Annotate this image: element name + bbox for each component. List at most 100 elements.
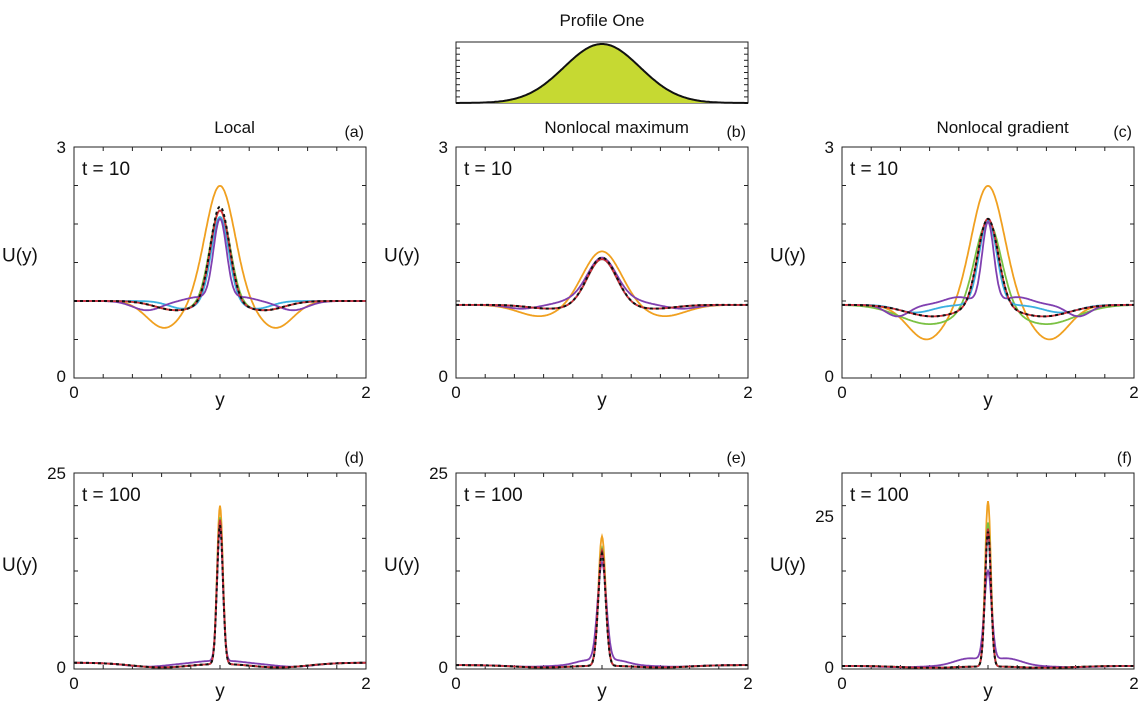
y-axis-label: U(y) [770, 555, 806, 576]
x-tick-label: 0 [837, 674, 846, 693]
series-line-black [842, 217, 1134, 318]
panel-3: 0 2 0 25 y U(y) t = 100 (d) [2, 450, 371, 702]
series-line-green [456, 545, 748, 669]
series-group [842, 184, 1134, 341]
y-tick-label: 0 [57, 658, 66, 677]
x-tick-label: 2 [1129, 674, 1138, 693]
x-tick-label: 2 [1129, 383, 1138, 402]
x-axis-label: y [215, 390, 225, 411]
panel-label: (e) [726, 450, 746, 467]
y-tick-label: 0 [825, 658, 834, 677]
y-axis-label: U(y) [2, 246, 38, 267]
series-line-black [456, 256, 748, 310]
series-line-green [74, 209, 366, 312]
panel-title: Nonlocal maximum [544, 118, 689, 137]
series-line-orange [842, 184, 1134, 341]
series-line-black [456, 550, 748, 669]
series-line-purple [74, 217, 366, 312]
series-group [842, 500, 1134, 669]
inset-profile: Profile One [455, 11, 749, 104]
series-line-cyan [456, 258, 748, 310]
y-tick-label: 3 [57, 138, 66, 157]
y-tick-label: 25 [47, 464, 66, 483]
inset-profile-curve [456, 43, 748, 104]
panel-title: Local [214, 118, 255, 137]
time-annotation: t = 100 [850, 485, 909, 506]
inset-profile-fill [456, 44, 748, 103]
time-annotation: t = 100 [82, 485, 141, 506]
x-tick-label: 0 [451, 674, 460, 693]
series-line-black [74, 205, 366, 312]
x-axis-label: y [597, 681, 607, 702]
series-line-orange [74, 184, 366, 329]
panels: 0 2 0 3 y U(y) t = 10 (a) Local 0 2 0 3 y U(y) t = 10 (b… [2, 118, 1139, 702]
y-tick-label: 3 [825, 138, 834, 157]
x-tick-label: 2 [743, 674, 752, 693]
series-line-red [456, 258, 748, 310]
x-tick-label: 0 [451, 383, 460, 402]
series-line-purple [456, 256, 748, 310]
x-tick-label: 2 [361, 383, 370, 402]
panel-0: 0 2 0 3 y U(y) t = 10 (a) Local [2, 118, 371, 411]
panel-label: (f) [1117, 450, 1132, 467]
panel-1: 0 2 0 3 y U(y) t = 10 (b) Nonlocal maximum [384, 118, 753, 411]
time-annotation: t = 100 [464, 485, 523, 506]
series-line-cyan [74, 216, 366, 310]
panel-label: (b) [726, 124, 746, 141]
series-line-purple [842, 220, 1134, 318]
panel-4: 0 2 0 25 y U(y) t = 100 (e) [384, 450, 753, 702]
series-line-purple [456, 560, 748, 668]
series-line-cyan [842, 219, 1134, 314]
inset-title: Profile One [559, 11, 644, 30]
x-axis-label: y [215, 681, 225, 702]
series-line-cyan [74, 525, 366, 669]
time-annotation: t = 10 [82, 159, 130, 180]
series-line-black [842, 531, 1134, 669]
y-tick-label: 3 [439, 138, 448, 157]
x-tick-label: 2 [743, 383, 752, 402]
series-line-purple [74, 525, 366, 668]
x-tick-label: 2 [361, 674, 370, 693]
time-annotation: t = 10 [850, 159, 898, 180]
y-tick-label: 0 [439, 367, 448, 386]
series-line-red [842, 217, 1134, 318]
y-tick-label: 25 [429, 464, 448, 483]
y-tick-label: 0 [825, 367, 834, 386]
plot-frame [841, 146, 1135, 379]
series-line-green [842, 522, 1134, 669]
x-tick-label: 0 [69, 674, 78, 693]
inset-ticks [456, 47, 748, 98]
series-group [74, 505, 366, 669]
series-line-red [74, 209, 366, 312]
panel-2: 0 2 0 3 y U(y) t = 10 (c) Nonlocal gradient [770, 118, 1139, 411]
y-tick-label: 0 [439, 658, 448, 677]
series-line-cyan [456, 550, 748, 669]
series-line-red [842, 528, 1134, 669]
series-line-purple [842, 568, 1134, 669]
x-axis-label: y [983, 681, 993, 702]
panel-label: (d) [344, 450, 364, 467]
series-group [74, 184, 366, 329]
y-axis-label: U(y) [2, 555, 38, 576]
panel-title: Nonlocal gradient [936, 118, 1069, 137]
series-line-orange [456, 250, 748, 317]
x-axis-label: y [597, 390, 607, 411]
y-axis-label: U(y) [770, 246, 806, 267]
y-axis-label: U(y) [384, 555, 420, 576]
series-line-black [74, 525, 366, 669]
plot-frame [73, 146, 367, 379]
panel-5: 0 2 0 25 y U(y) t = 100 (f) [770, 450, 1139, 702]
series-line-green [74, 517, 366, 669]
series-line-cyan [842, 534, 1134, 669]
x-tick-label: 0 [69, 383, 78, 402]
x-tick-label: 0 [837, 383, 846, 402]
series-group [456, 250, 748, 317]
series-line-green [456, 258, 748, 310]
x-axis-label: y [983, 390, 993, 411]
series-line-red [74, 519, 366, 669]
series-group [456, 533, 748, 669]
panel-label: (a) [344, 124, 364, 141]
y-axis-label: U(y) [384, 246, 420, 267]
y-tick-label: 25 [815, 507, 834, 526]
